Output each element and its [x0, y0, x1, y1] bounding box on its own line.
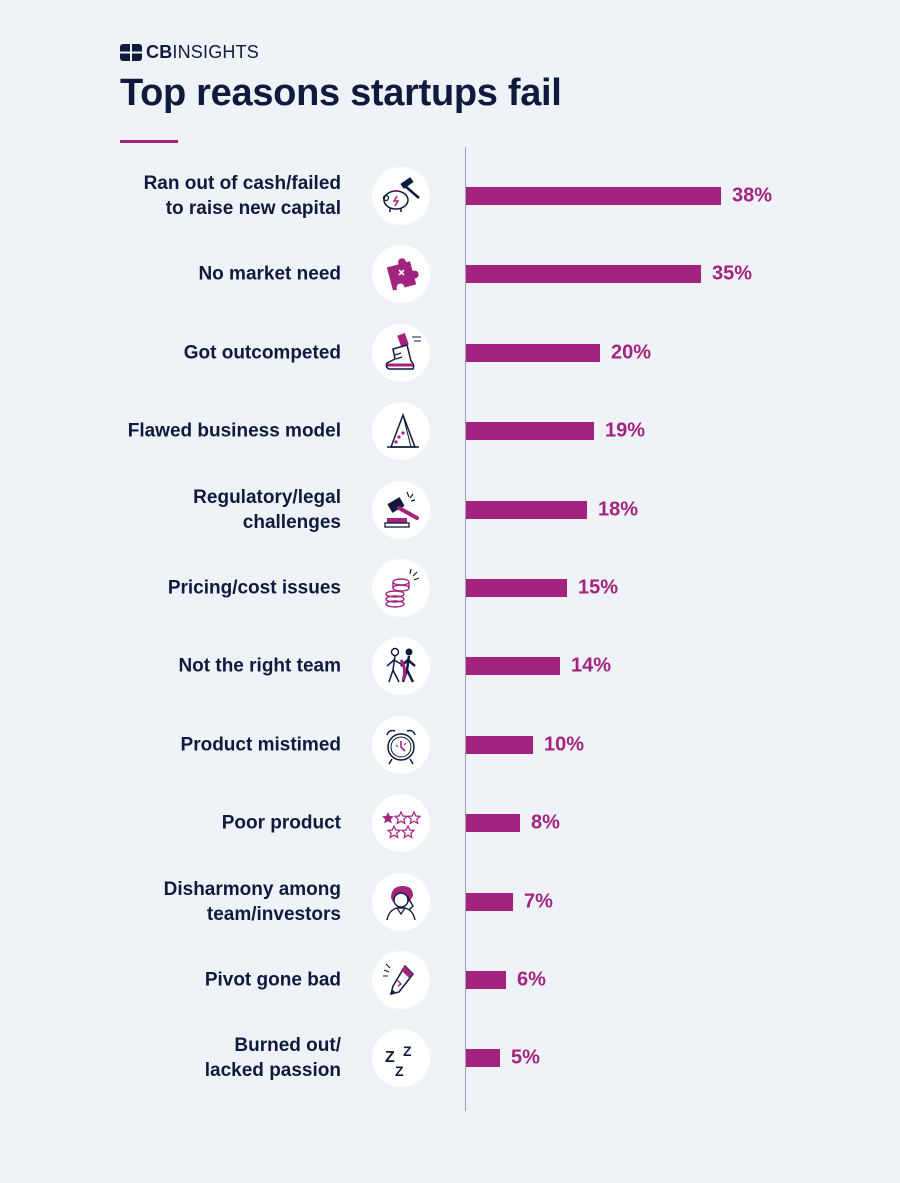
category-label: Poor product: [221, 812, 341, 834]
category-label: Got outcompeted: [183, 342, 341, 364]
puzzle-piece-icon: [372, 245, 430, 304]
value-label: 20%: [611, 341, 652, 364]
house-of-cards-icon: [372, 402, 430, 461]
value-label: 15%: [578, 576, 619, 599]
coin-stack-icon: [372, 559, 430, 617]
bar: [466, 971, 506, 989]
bar-row: Regulatory/legal challenges 18%: [0, 475, 900, 545]
bar: [466, 265, 701, 284]
bar: [466, 814, 520, 833]
team-figures-icon: [372, 637, 430, 696]
category-label: No market need: [198, 263, 341, 285]
logo-light: INSIGHTS: [172, 42, 260, 62]
value-label: 6%: [517, 968, 546, 991]
bar: [466, 500, 587, 519]
piggy-bank-hammer-icon: [372, 167, 430, 225]
bar-row: Pricing/cost issues 15%: [0, 553, 900, 623]
chart-title: Top reasons startups fail: [120, 72, 562, 114]
value-label: 7%: [524, 890, 553, 913]
logo-bold: CB: [146, 42, 173, 62]
category-label: Burned out/ lacked passion: [204, 1035, 341, 1082]
broken-pencil-icon: [372, 951, 430, 1009]
bar-row: Pivot gone bad 6%: [0, 945, 900, 1015]
value-label: 38%: [732, 184, 773, 207]
bar-row: Not the right team 14%: [0, 631, 900, 701]
category-label: Disharmony among team/investors: [163, 878, 341, 925]
bar: [466, 657, 560, 676]
value-label: 5%: [511, 1046, 540, 1069]
bar-row: Disharmony among team/investors 7%: [0, 867, 900, 937]
sneaker-icon: [372, 323, 430, 382]
bar-row: Ran out of cash/failed to raise new capi…: [0, 161, 900, 231]
bar-row: No market need 35%: [0, 239, 900, 309]
category-label: Ran out of cash/failed to raise new capi…: [143, 173, 341, 219]
bar: [466, 1049, 500, 1068]
cb-insights-logo-icon: [120, 44, 142, 61]
axis-line: [465, 147, 466, 1111]
category-label: Pivot gone bad: [204, 969, 341, 991]
value-label: 14%: [571, 654, 612, 677]
bar-row: Product mistimed 10%: [0, 710, 900, 780]
stressed-person-icon: [372, 872, 430, 931]
bar: [466, 892, 513, 911]
bar: [466, 422, 594, 441]
bar-row: Flawed business model 19%: [0, 396, 900, 466]
alarm-clock-icon: [372, 715, 430, 774]
bar-row: Got outcompeted 20%: [0, 318, 900, 388]
value-label: 8%: [531, 811, 560, 834]
title-underline: [120, 140, 178, 143]
category-label: Not the right team: [178, 655, 341, 677]
value-label: 19%: [605, 419, 646, 442]
value-label: 10%: [544, 733, 585, 756]
bar-row: Poor product 8%: [0, 788, 900, 858]
bar: [466, 579, 567, 597]
bar: [466, 735, 533, 754]
sleep-zzz-icon: [372, 1029, 430, 1088]
gavel-icon: [372, 480, 430, 539]
logo: CBINSIGHTS: [120, 42, 259, 63]
value-label: 18%: [598, 498, 639, 521]
star-rating-icon: [372, 794, 430, 853]
bar: [466, 187, 721, 205]
category-label: Pricing/cost issues: [167, 577, 341, 599]
category-label: Regulatory/legal challenges: [193, 486, 341, 533]
category-label: Flawed business model: [127, 420, 341, 442]
category-label: Product mistimed: [180, 734, 341, 756]
value-label: 35%: [712, 262, 753, 285]
bar-row: Burned out/ lacked passion 5%: [0, 1023, 900, 1093]
bar: [466, 343, 600, 362]
